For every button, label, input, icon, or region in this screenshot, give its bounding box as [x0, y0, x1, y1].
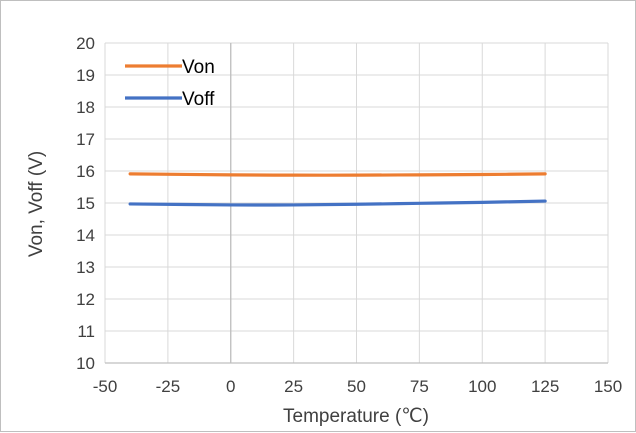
- y-tick-label: 18: [76, 98, 95, 117]
- y-tick-label: 15: [76, 194, 95, 213]
- zero-line-layer: [105, 43, 608, 364]
- y-tick-label: 14: [76, 226, 95, 245]
- x-tick-label: 150: [594, 377, 622, 396]
- x-axis-title: Temperature (℃): [283, 406, 429, 427]
- x-tick-label: 75: [410, 377, 429, 396]
- series-line-voff: [128, 199, 547, 207]
- y-tick-labels: 10 11 12 13 14 15 16 17 18 19 20: [76, 34, 95, 373]
- legend-label-von: Von: [182, 57, 215, 78]
- y-tick-label: 20: [76, 34, 95, 53]
- legend: Von Voff: [125, 57, 215, 110]
- y-tick-label: 13: [76, 258, 95, 277]
- x-tick-labels: -50 -25 0 25 50 75 100 125 150: [93, 377, 622, 396]
- x-tick-label: -50: [93, 377, 118, 396]
- series-line-von: [128, 172, 547, 177]
- x-tick-label: 50: [347, 377, 366, 396]
- series-layer: [128, 172, 547, 207]
- legend-label-voff: Voff: [182, 89, 215, 110]
- x-tick-label: 25: [284, 377, 303, 396]
- x-tick-label: -25: [156, 377, 181, 396]
- y-tick-label: 19: [76, 66, 95, 85]
- y-axis-title: Von, Voff (V): [26, 151, 47, 257]
- y-tick-label: 11: [77, 322, 95, 341]
- y-tick-label: 17: [76, 130, 95, 149]
- x-tick-label: 125: [531, 377, 559, 396]
- x-tick-label: 0: [226, 377, 235, 396]
- x-tick-label: 100: [468, 377, 496, 396]
- y-tick-label: 16: [76, 162, 95, 181]
- y-tick-label: 12: [76, 290, 95, 309]
- y-tick-label: 10: [76, 354, 95, 373]
